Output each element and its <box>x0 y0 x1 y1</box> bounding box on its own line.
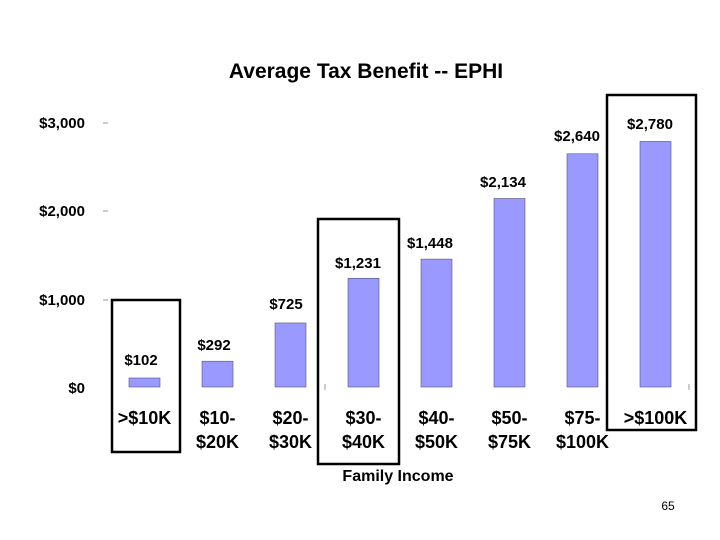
highlight-box <box>605 93 698 432</box>
y-tick-label: $0 <box>68 380 85 397</box>
data-label: $1,231 <box>335 255 381 272</box>
y-axis: $0 $1,000 $2,000 $3,000 <box>39 115 108 397</box>
highlight-box <box>110 298 182 454</box>
x-tick-label: $10-$20K <box>196 408 239 452</box>
chart-title: Average Tax Benefit -- EPHI <box>229 60 503 83</box>
x-tick-label: >$100K <box>624 408 688 428</box>
x-tick-label: $40-$50K <box>415 408 458 452</box>
data-label: $102 <box>124 352 157 369</box>
data-label: $1,448 <box>407 235 453 252</box>
data-label: $2,134 <box>480 174 527 191</box>
bar <box>274 322 307 388</box>
x-tick-label: >$10K <box>118 408 172 428</box>
y-tick-label: $2,000 <box>39 203 85 220</box>
bar <box>420 258 453 388</box>
data-label: $2,780 <box>627 116 673 133</box>
data-labels: $102 $292 $725 $1,231 $1,448 $2,134 $2,640 $2,7… <box>124 116 673 369</box>
data-label: $292 <box>197 337 230 354</box>
bar <box>493 198 526 388</box>
x-tick-label: $50-$75K <box>488 408 531 452</box>
x-axis: >$10K $10-$20K $20-$30K $30-$40K $40-$50K $50… <box>118 408 688 452</box>
x-tick-label: $20-$30K <box>269 408 312 452</box>
bar <box>128 377 161 388</box>
data-label: $2,640 <box>554 128 600 145</box>
bar <box>347 277 380 388</box>
y-tick-label: $1,000 <box>39 292 85 309</box>
bar <box>201 360 234 388</box>
y-tick-label: $3,000 <box>39 115 85 132</box>
bar <box>639 141 672 388</box>
data-label: $725 <box>269 296 302 313</box>
highlight-boxes <box>110 93 698 466</box>
x-tick-label: $75-$100K <box>556 408 609 452</box>
page-number: 65 <box>661 499 675 513</box>
highlight-box <box>316 217 401 466</box>
bar <box>566 153 599 388</box>
bars <box>128 141 690 390</box>
x-tick-label: $30-$40K <box>342 408 385 452</box>
x-axis-label: Family Income <box>342 468 453 485</box>
